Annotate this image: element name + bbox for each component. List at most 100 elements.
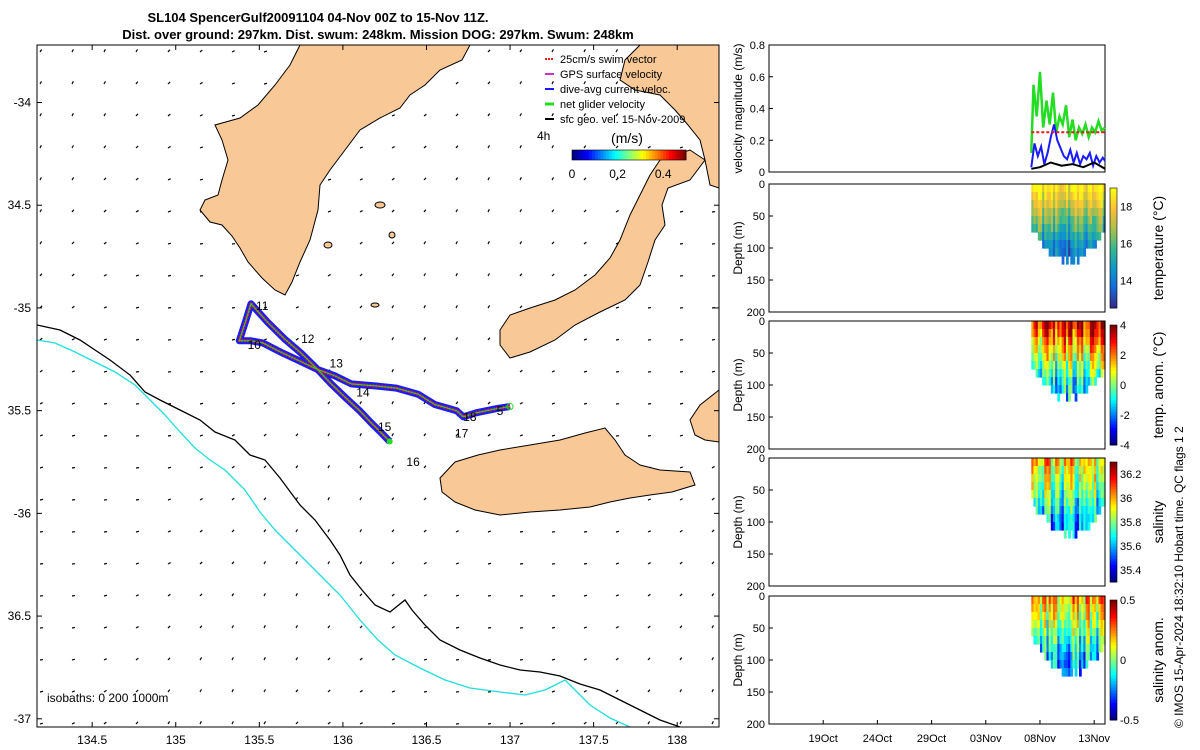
- section-cell: [1072, 361, 1076, 370]
- current-arrow: [519, 305, 523, 309]
- section-cell: [1055, 361, 1058, 370]
- current-arrow: [359, 433, 362, 437]
- section-cell: [1048, 458, 1052, 467]
- section-cell: [1068, 636, 1071, 645]
- section-cell: [1039, 192, 1043, 201]
- section-cell: [1089, 224, 1093, 233]
- section-colorbar-cell: [1110, 254, 1117, 258]
- section-cell: [1098, 232, 1102, 241]
- current-arrow: [391, 625, 395, 629]
- isobaths-label: isobaths: 0 200 1000m: [47, 691, 168, 705]
- section-cell: [1059, 466, 1063, 475]
- section-cell: [1052, 369, 1056, 378]
- colorbar-tick-label: 0.4: [655, 167, 672, 181]
- section-colorbar-cell: [1110, 516, 1117, 520]
- section-cell: [1094, 490, 1097, 499]
- section-cell: [1046, 353, 1050, 362]
- section-cell: [1068, 337, 1071, 346]
- section-colorbar-cell: [1110, 537, 1117, 541]
- section-cell: [1065, 620, 1069, 629]
- current-arrow: [327, 401, 331, 405]
- section-cell: [1096, 345, 1100, 354]
- section-cell: [1037, 184, 1041, 193]
- land-island: [370, 302, 380, 308]
- section-cell: [1085, 604, 1089, 613]
- section-y-tick-label: 100: [747, 517, 765, 529]
- current-arrow: [455, 305, 458, 309]
- section-cell: [1068, 329, 1071, 338]
- section-colorbar-cell: [1110, 618, 1117, 622]
- section-cell: [1068, 377, 1071, 386]
- current-arrow: [263, 338, 268, 341]
- section-cell: [1070, 660, 1074, 669]
- section-cell: [1046, 192, 1050, 201]
- section-cell: [1089, 482, 1093, 491]
- section-cell: [1102, 208, 1106, 217]
- section-cell: [1091, 466, 1095, 475]
- colorbar-cell: [626, 150, 630, 160]
- section-cell: [1048, 329, 1052, 338]
- section-cell: [1087, 466, 1091, 475]
- land-island: [388, 231, 396, 239]
- section-cell: [1083, 652, 1087, 661]
- section-cell: [1094, 329, 1097, 338]
- section-cell: [1050, 596, 1054, 605]
- current-arrow: [615, 530, 620, 533]
- section-cell: [1102, 458, 1106, 467]
- current-arrow: [231, 82, 236, 85]
- section-colorbar-cell: [1110, 480, 1117, 484]
- section-cell: [1089, 652, 1093, 661]
- section-cell: [1037, 321, 1041, 330]
- current-arrow: [519, 49, 523, 53]
- section-cell: [1037, 329, 1041, 338]
- section-cell: [1057, 345, 1061, 354]
- section-cell: [1057, 604, 1061, 613]
- section-cell: [1102, 604, 1106, 613]
- section-cell: [1063, 248, 1067, 257]
- section-cell: [1044, 232, 1048, 241]
- section-cell: [1031, 628, 1035, 637]
- section-cell: [1059, 240, 1063, 249]
- section-cell: [1037, 482, 1041, 491]
- current-arrow: [455, 626, 460, 629]
- section-cell: [1052, 644, 1056, 653]
- section-cell: [1039, 232, 1043, 241]
- section-cell: [1065, 321, 1069, 330]
- section-cell: [1076, 604, 1080, 613]
- current-arrow: [583, 689, 587, 693]
- current-arrow: [615, 689, 619, 693]
- section-cell: [1098, 596, 1102, 605]
- section-colorbar-cell: [1110, 299, 1117, 303]
- section-cell: [1081, 482, 1084, 491]
- section-cell: [1102, 329, 1106, 338]
- section-cell: [1050, 482, 1054, 491]
- section-cell: [1102, 216, 1106, 225]
- section-cell: [1063, 192, 1067, 201]
- section-cell: [1083, 329, 1087, 338]
- section-cell: [1039, 458, 1043, 467]
- current-arrow: [359, 241, 363, 245]
- current-arrow: [231, 50, 235, 53]
- section-cell: [1081, 329, 1084, 338]
- section-colorbar-tick-label: -4: [1120, 440, 1130, 452]
- section-cell: [1087, 474, 1091, 483]
- section-cell: [1050, 240, 1054, 249]
- section-cell: [1057, 514, 1061, 523]
- current-arrow: [327, 178, 332, 181]
- current-arrow: [103, 338, 108, 341]
- section-colorbar-cell: [1110, 224, 1117, 228]
- section-colorbar-cell: [1110, 492, 1117, 496]
- section-cell: [1100, 184, 1104, 193]
- section-cell: [1074, 466, 1078, 475]
- section-cell: [1059, 345, 1063, 354]
- section-cell: [1046, 506, 1050, 515]
- section-cell: [1078, 490, 1082, 499]
- section-cell: [1031, 620, 1035, 629]
- current-arrow: [455, 594, 460, 597]
- section-colorbar-cell: [1110, 600, 1117, 604]
- section-cell: [1100, 345, 1104, 354]
- section-cell: [1094, 628, 1097, 637]
- section-cell: [1074, 240, 1078, 249]
- section-cell: [1083, 522, 1087, 531]
- current-arrow: [263, 465, 267, 469]
